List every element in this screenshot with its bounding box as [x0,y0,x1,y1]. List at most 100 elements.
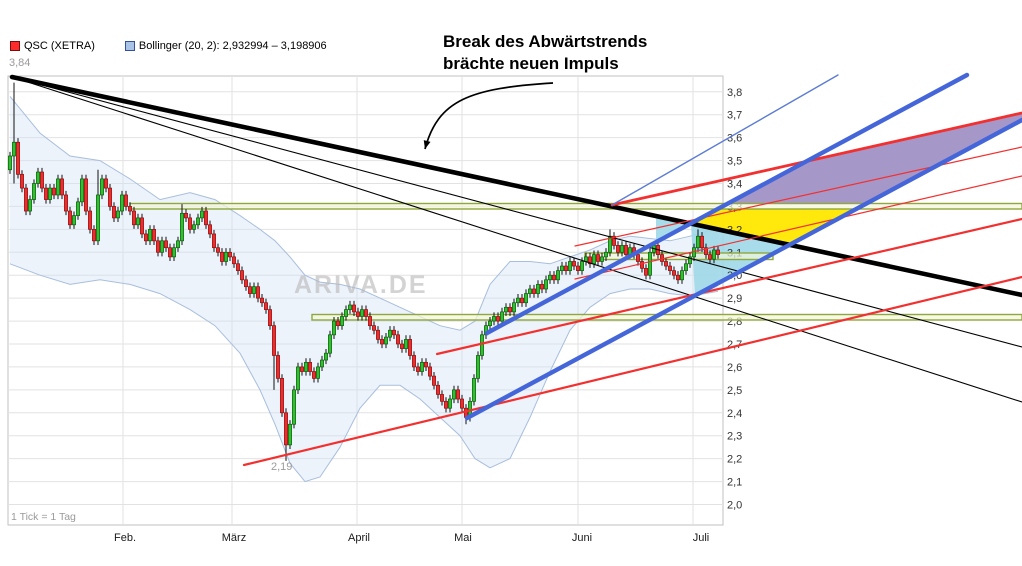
candle-down [232,256,236,265]
support-long [242,275,1022,467]
candle-down [132,210,136,226]
candle-up [12,141,16,157]
candle-up [680,270,684,281]
candle-up [592,254,596,265]
y-tick-label: 2,1 [727,477,742,489]
candle-up [332,320,336,336]
legend-item-bollinger: Bollinger (20, 2): 2,932994 – 3,198906 [124,40,327,52]
candle-down [68,210,72,226]
x-month-label: April [348,532,370,544]
candle-down [336,320,340,327]
candle-up [384,336,388,345]
low-value-label: 2,19 [271,461,293,473]
candle-down [104,178,108,189]
break-blue-thin [611,74,839,206]
candle-down [444,400,448,409]
candle-up [472,378,476,402]
candle-down [240,270,244,281]
candle-down [356,311,360,317]
candle-up [36,171,40,184]
tick-scale-label: 1 Tick = 1 Tag [11,511,76,523]
candle-up [404,339,408,349]
candle-up [56,178,60,196]
candle-down [436,384,440,395]
region-purple [727,113,1022,204]
candle-down [456,389,460,400]
candle-up [548,274,552,281]
bollinger-band [9,96,719,483]
candle-down [532,288,536,294]
candle-up [448,398,452,409]
candle-up [28,199,32,212]
candle-up [568,261,572,271]
x-month-label: Juni [572,532,592,544]
candle-up [500,311,504,322]
candle-up [712,249,716,260]
candle-up [176,240,180,249]
candle-up [32,183,36,200]
legend-label-bollinger: Bollinger (20, 2): 2,932994 – 3,198906 [138,40,327,52]
trend-lines [9,72,1022,467]
candle-up [560,265,564,271]
annotation-arrow [423,82,554,150]
candle-up [492,316,496,322]
candle-down [284,412,288,446]
grid [7,75,724,526]
y-tick-label: 2,9 [727,293,742,305]
x-month-label: März [222,532,246,544]
candle-down [352,304,356,313]
candle-down [432,375,436,386]
candle-up [536,284,540,294]
candle-down [280,378,284,414]
candle-down [60,178,64,196]
candle-up [316,366,320,379]
candle-up [504,306,508,313]
candle-down [112,206,116,219]
candle-down [260,297,264,304]
candle-down [564,265,568,271]
y-tick-label: 2,3 [727,431,742,443]
candle-down [660,254,664,262]
candle-down [640,261,644,269]
candle-up [360,309,364,317]
candle-up [196,217,200,226]
uptrend-blue-lower [464,117,1022,421]
candle-up [600,256,604,262]
candle-up [340,316,344,327]
series-color-swatch-bollinger [124,41,135,51]
candle-up [160,240,164,253]
y-tick-label: 2,0 [727,500,742,512]
candle-up [304,361,308,372]
x-month-label: Feb. [114,532,136,544]
candle-down [676,274,680,281]
candle-up [556,270,560,281]
candle-down [496,316,500,322]
candle-down [392,329,396,336]
candle-down [152,229,156,242]
candle-down [276,355,280,379]
candle-up [688,256,692,265]
candle-down [220,251,224,262]
uptrend-blue-upper [484,72,970,336]
legend-item-qsc: QSC (XETRA) [10,40,95,52]
support-band-2.8 [311,313,1022,321]
candle-down [16,141,20,175]
candle-up [224,251,228,262]
y-tick-label: 3,7 [727,110,742,122]
candle-up [136,217,140,226]
candle-down [128,206,132,212]
candle-up [516,297,520,304]
candle-up [324,352,328,361]
candle-down [572,261,576,267]
candle-up [512,302,516,313]
candle-down [372,325,376,331]
candle-down [44,187,48,200]
candle-down [596,254,600,262]
candle-down [188,217,192,230]
candle-up [604,251,608,258]
candle-up [420,361,424,372]
candle-down [672,270,676,276]
x-month-label: Juli [693,532,710,544]
red-thin-a [574,146,1022,247]
